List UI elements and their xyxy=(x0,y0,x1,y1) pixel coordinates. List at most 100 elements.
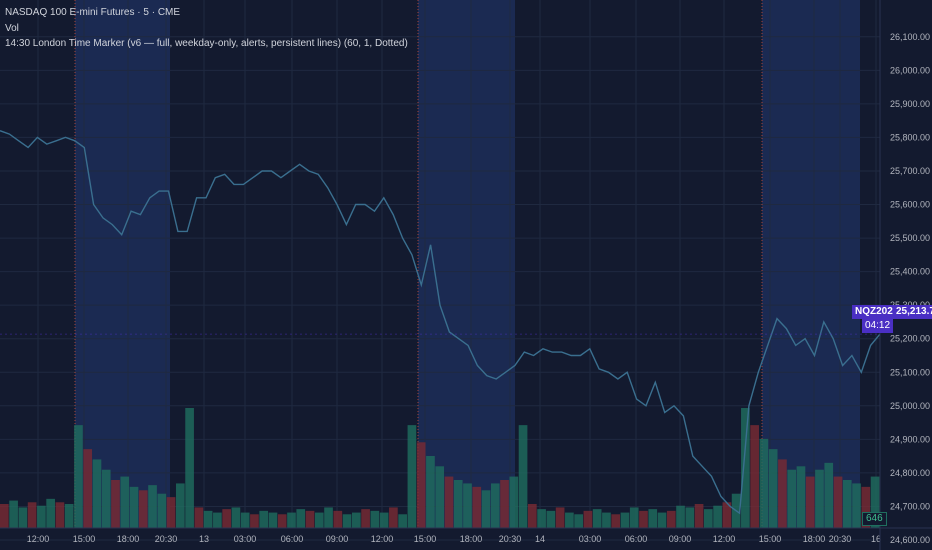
volume-bar xyxy=(435,466,445,528)
volume-bar xyxy=(55,502,65,528)
symbol-tag: NQZ2025 xyxy=(852,305,902,319)
volume-bar xyxy=(379,512,389,528)
price-axis-label: 25,000.00 xyxy=(890,401,930,411)
volume-bar xyxy=(305,510,315,528)
volume-bar xyxy=(555,507,565,528)
time-axis-label: 06:00 xyxy=(625,534,648,544)
volume-bar xyxy=(528,504,537,528)
volume-bar xyxy=(648,509,658,528)
price-axis-label: 24,900.00 xyxy=(890,434,930,444)
volume-bar xyxy=(0,504,9,528)
volume-bar xyxy=(583,510,593,528)
volume-bar xyxy=(314,512,324,528)
volume-bar xyxy=(657,512,667,528)
volume-bar xyxy=(815,469,824,528)
time-axis-label: 14 xyxy=(535,534,545,544)
volume-bar xyxy=(74,425,83,528)
volume-bar xyxy=(685,507,695,528)
volume-bar xyxy=(444,476,454,528)
current-price-tag: 25,213.75 xyxy=(893,305,932,319)
volume-bar xyxy=(602,512,611,528)
volume-bar xyxy=(333,510,343,528)
time-axis-label: 12:00 xyxy=(371,534,394,544)
time-axis-label: 03:00 xyxy=(234,534,257,544)
volume-bar xyxy=(259,510,269,528)
volume-bar xyxy=(111,480,120,528)
price-axis-label: 24,800.00 xyxy=(890,468,930,478)
volume-bar xyxy=(824,462,834,528)
price-axis-label: 26,100.00 xyxy=(890,32,930,42)
time-axis-label: 06:00 xyxy=(281,534,304,544)
time-axis-label: 15:00 xyxy=(73,534,96,544)
volume-bar xyxy=(509,476,519,528)
volume-bar xyxy=(416,442,426,528)
volume-bar xyxy=(518,425,528,528)
time-axis-label: 20:30 xyxy=(829,534,852,544)
volume-bar xyxy=(407,425,417,528)
time-axis-label: 20:30 xyxy=(499,534,522,544)
volume-bar xyxy=(870,476,880,528)
volume-bar xyxy=(574,514,583,528)
volume-bar xyxy=(490,483,500,528)
volume-bar xyxy=(620,512,630,528)
volume-bar xyxy=(463,483,472,528)
time-axis-label: 18:00 xyxy=(803,534,826,544)
volume-bar xyxy=(676,505,685,528)
volume-bar xyxy=(222,509,231,528)
volume-bar xyxy=(713,505,722,528)
volume-bar xyxy=(268,512,278,528)
volume-bar xyxy=(194,507,204,528)
volume-bar xyxy=(759,438,769,528)
volume-bar xyxy=(639,510,648,528)
price-axis-label: 25,800.00 xyxy=(890,132,930,142)
volume-bar xyxy=(324,507,333,528)
volume-bar xyxy=(611,514,621,528)
volume-bar xyxy=(472,486,482,528)
volume-bar xyxy=(203,510,213,528)
volume-bar xyxy=(722,502,732,528)
price-axis-label: 25,400.00 xyxy=(890,267,930,277)
volume-bar xyxy=(64,504,74,528)
volume-bar xyxy=(796,466,806,528)
volume-bar xyxy=(277,514,287,528)
volume-bar xyxy=(592,509,602,528)
price-axis-label: 24,600.00 xyxy=(890,535,930,545)
volume-bar xyxy=(361,509,370,528)
volume-bar xyxy=(370,510,380,528)
time-axis-label: 18:00 xyxy=(117,534,140,544)
volume-bar xyxy=(546,510,556,528)
volume-bar xyxy=(296,509,306,528)
time-axis-label: 12:00 xyxy=(27,534,50,544)
time-axis-label: 03:00 xyxy=(579,534,602,544)
volume-bar xyxy=(287,512,296,528)
volume-bar xyxy=(352,512,361,528)
volume-bar xyxy=(389,507,398,528)
session-band xyxy=(75,0,170,528)
price-axis-label: 25,500.00 xyxy=(890,233,930,243)
volume-bar xyxy=(37,505,46,528)
volume-bar xyxy=(46,498,55,528)
volume-bar xyxy=(453,480,463,528)
volume-bar xyxy=(750,425,759,528)
session-band xyxy=(418,0,515,528)
time-axis-label: 20:30 xyxy=(155,534,178,544)
symbol-legend[interactable]: NASDAQ 100 E-mini Futures · 5 · CME xyxy=(5,7,181,18)
volume-bar xyxy=(565,512,574,528)
volume-bar xyxy=(213,512,222,528)
countdown-tag: 04:12 xyxy=(862,319,894,333)
volume-bar xyxy=(9,500,18,528)
volume-bar xyxy=(185,408,194,528)
volume-bar xyxy=(768,449,778,528)
price-axis-label: 25,600.00 xyxy=(890,200,930,210)
volume-bar xyxy=(92,459,102,528)
indicator-legend[interactable]: 14:30 London Time Marker (v6 — full, wee… xyxy=(5,38,408,49)
volume-bar xyxy=(120,476,130,528)
price-axis-label: 25,200.00 xyxy=(890,334,930,344)
volume-bar xyxy=(398,514,407,528)
volume-bar xyxy=(787,469,797,528)
volume-legend[interactable]: Vol xyxy=(5,23,19,34)
volume-bar xyxy=(83,449,93,528)
volume-bar xyxy=(537,509,546,528)
